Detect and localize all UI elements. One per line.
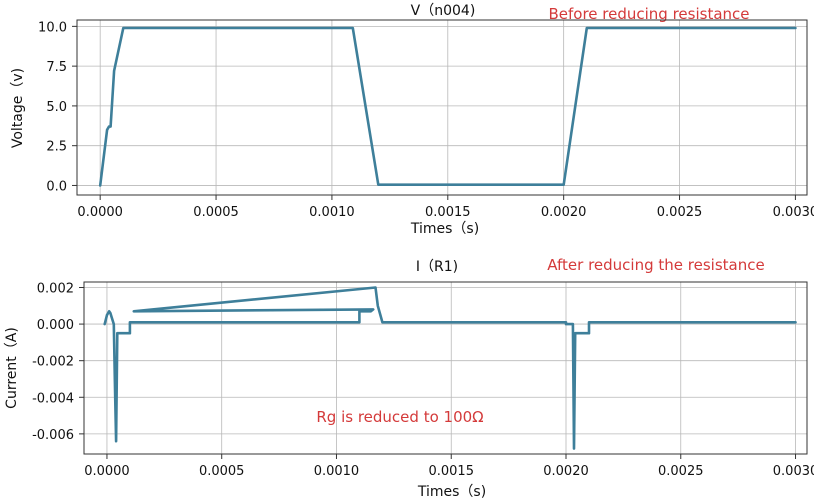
current-x-tick-label: 0.0010 — [314, 464, 360, 479]
current-tick-labels: 0.0000 0.0005 0.0010 0.0015 0.0020 0.0025 0.00… — [32, 281, 814, 479]
voltage-x-axis-label: Times（s) — [410, 221, 479, 237]
current-y-tick-label: -0.004 — [32, 391, 74, 406]
before-annotation: Before reducing resistance — [548, 5, 749, 23]
after-annotation: After reducing the resistance — [547, 256, 764, 274]
current-x-tick-label: 0.0020 — [543, 464, 589, 479]
current-plot-frame — [83, 281, 808, 455]
current-series — [103, 286, 797, 450]
voltage-grid — [72, 20, 807, 200]
current-x-tick-label: 0.0030 — [773, 464, 814, 479]
current-x-tick-label: 0.0000 — [84, 464, 130, 479]
current-x-tick-label: 0.0025 — [658, 464, 704, 479]
voltage-chart: V（n004) Before reducing resistance 0.000… — [10, 3, 814, 237]
current-y-tick-label: 0.000 — [37, 318, 74, 333]
current-chart: I（R1) After reducing the resistance 0.00… — [4, 256, 814, 500]
current-grid — [79, 282, 807, 459]
current-y-tick-label: -0.002 — [32, 355, 74, 370]
voltage-x-tick-label: 0.0025 — [657, 205, 703, 220]
current-x-tick-label: 0.0015 — [428, 464, 474, 479]
rg-reduced-annotation: Rg is reduced to 100Ω — [316, 408, 483, 426]
voltage-x-tick-label: 0.0005 — [193, 205, 239, 220]
voltage-x-tick-label: 0.0030 — [773, 205, 814, 220]
voltage-tick-labels: 0.0000 0.0005 0.0010 0.0015 0.0020 0.0025 0.00… — [38, 20, 814, 220]
current-series-line — [103, 286, 797, 450]
current-x-axis-label: Times（s) — [417, 484, 486, 500]
voltage-plot-frame — [76, 19, 808, 196]
voltage-y-tick-label: 0.0 — [46, 179, 67, 194]
current-x-tick-label: 0.0005 — [199, 464, 245, 479]
current-chart-title: I（R1) — [416, 259, 458, 275]
voltage-x-tick-label: 0.0000 — [77, 205, 123, 220]
current-y-tick-label: -0.006 — [32, 428, 74, 443]
voltage-chart-title: V（n004) — [411, 3, 476, 19]
voltage-y-axis-label: Voltage（v) — [10, 68, 26, 148]
voltage-x-tick-label: 0.0020 — [541, 205, 587, 220]
current-y-axis-label: Current（A) — [4, 327, 20, 409]
current-y-tick-label: 0.002 — [37, 281, 74, 296]
voltage-series-line — [98, 26, 797, 187]
voltage-y-tick-label: 5.0 — [46, 100, 67, 115]
voltage-x-tick-label: 0.0010 — [309, 205, 355, 220]
voltage-y-tick-label: 2.5 — [46, 140, 67, 155]
voltage-y-tick-label: 10.0 — [38, 20, 67, 35]
voltage-series — [98, 26, 797, 187]
voltage-x-tick-label: 0.0015 — [425, 205, 471, 220]
voltage-y-tick-label: 7.5 — [46, 60, 67, 75]
